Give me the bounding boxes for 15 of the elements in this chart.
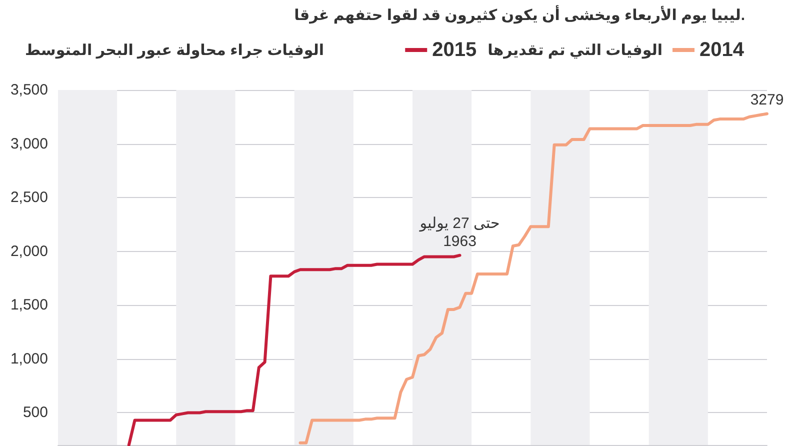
legend-label: 2014 xyxy=(700,39,745,61)
legend-label: 2015 xyxy=(432,39,477,61)
y-tick-label: 2,500 xyxy=(10,189,48,206)
y-tick-label: 500 xyxy=(22,404,48,422)
y-tick-label: 3,000 xyxy=(10,135,48,152)
y-tick-label: 3,500 xyxy=(10,82,48,98)
chart-subtitle: ليبيا يوم الأربعاء ويخشى أن يكون كثيرون قد لقوا حتفهم غرقا. xyxy=(294,5,746,24)
line-series xyxy=(127,254,462,446)
y-tick-label: 1,500 xyxy=(10,296,48,314)
line-series xyxy=(298,112,768,444)
y-axis-title: الوفيات جراء محاولة عبور البحر المتوسط xyxy=(25,42,324,59)
legend-title: الوفيات التي تم تقديرها xyxy=(488,42,663,59)
y-tick-label: 1,000 xyxy=(10,350,48,368)
data-label: 3279 xyxy=(750,91,784,108)
y-tick-label: 2,000 xyxy=(10,242,48,260)
